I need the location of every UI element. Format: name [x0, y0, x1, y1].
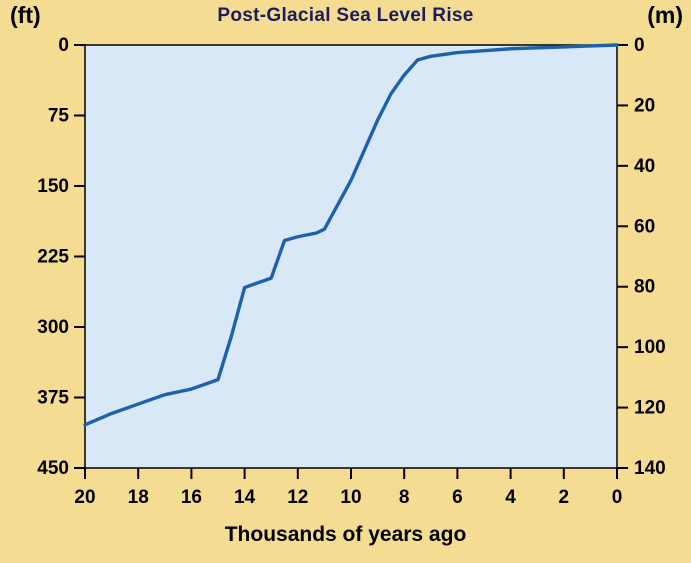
x-axis-tick-label: 10: [340, 487, 361, 508]
sea-level-curve: [83, 43, 619, 427]
left-axis-unit-label: (ft): [10, 2, 41, 28]
right-axis-tick-label: 60: [634, 216, 655, 237]
x-axis-tick-label: 6: [452, 487, 463, 508]
right-axis-unit-label: (m): [647, 2, 683, 28]
right-axis-tick-label: 140: [634, 458, 666, 479]
x-axis-tick-label: 18: [128, 487, 149, 508]
left-axis-tick-label: 0: [58, 35, 69, 56]
left-axis-tick-label: 225: [37, 247, 69, 268]
x-axis-tick-label: 12: [287, 487, 308, 508]
left-axis-tick-label: 450: [37, 458, 69, 479]
x-axis-tick-label: 16: [181, 487, 202, 508]
right-axis-tick-label: 0: [634, 35, 645, 56]
x-axis-tick-label: 4: [505, 487, 516, 508]
chart-title: Post-Glacial Sea Level Rise: [217, 5, 474, 26]
x-axis-tick-label: 8: [399, 487, 410, 508]
left-axis-tick-label: 300: [37, 317, 69, 338]
x-axis-tick-label: 2: [559, 487, 570, 508]
x-axis-tick-label: 0: [612, 487, 623, 508]
right-axis-tick-label: 120: [634, 398, 666, 419]
plot-area: [84, 44, 618, 469]
right-axis-tick-label: 100: [634, 337, 666, 358]
left-axis-tick-label: 75: [48, 106, 70, 127]
right-axis-tick-label: 80: [634, 277, 655, 298]
left-axis-tick-label: 375: [37, 388, 69, 409]
x-axis-tick-label: 14: [234, 487, 256, 508]
x-axis-title: Thousands of years ago: [224, 523, 467, 546]
right-axis-tick-label: 20: [634, 95, 655, 116]
left-axis-tick-label: 150: [37, 176, 69, 197]
right-axis-tick-label: 40: [634, 156, 655, 177]
x-axis-tick-label: 20: [74, 487, 95, 508]
